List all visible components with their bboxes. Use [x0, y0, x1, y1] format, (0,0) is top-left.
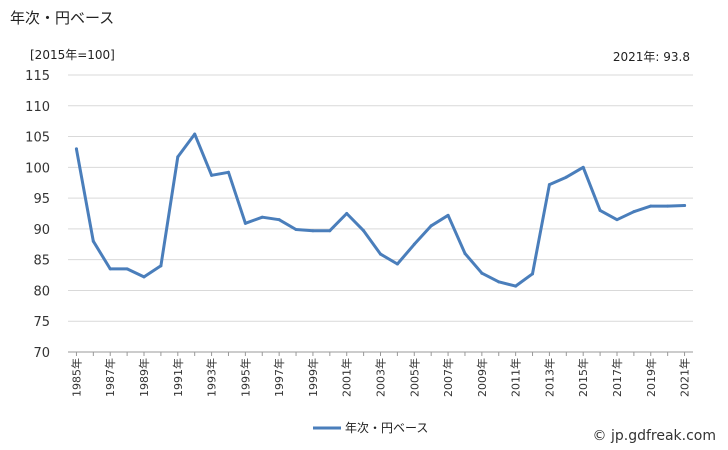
x-tick-label: 1999年 [306, 358, 320, 397]
data-point [260, 215, 264, 219]
x-tick-label: 1995年 [238, 358, 252, 397]
data-point [446, 213, 450, 217]
x-tick-label: 1993年 [205, 358, 219, 397]
x-axis: 1985年 1987年 1989年 1991年 1993年 1995年 1997年 1999年… [68, 351, 693, 397]
y-tick-label: 75 [33, 315, 50, 330]
x-tick-label: 2009年 [475, 358, 489, 397]
x-tick-label: 1985年 [69, 358, 83, 397]
data-point [311, 229, 315, 233]
data-point [429, 224, 433, 228]
latest-value-annotation: 2021年: 93.8 [612, 50, 690, 64]
data-point [226, 170, 230, 174]
y-tick-label: 70 [33, 346, 50, 361]
data-point [108, 267, 112, 271]
y-tick-label: 80 [33, 284, 50, 299]
x-tick-label: 2001年 [340, 358, 354, 397]
data-point [243, 221, 247, 225]
data-point [379, 252, 382, 256]
data-point [412, 242, 416, 246]
y-tick-label: 105 [25, 131, 50, 146]
data-point [632, 210, 636, 214]
data-point [666, 204, 670, 208]
x-tick-label: 1989年 [137, 358, 151, 397]
data-point [345, 212, 349, 215]
x-tick-label: 2003年 [374, 358, 388, 397]
data-point [193, 132, 197, 136]
y-axis-ticks: 70 75 80 85 90 95 100 105 110 115 [25, 69, 50, 361]
grid-lines [68, 74, 693, 353]
x-tick-label: 2015年 [576, 358, 590, 397]
x-tick-label: 2017年 [610, 358, 624, 397]
source-credit: © jp.gdfreak.com [592, 428, 716, 444]
data-point [395, 262, 399, 266]
series-layer [74, 132, 687, 288]
y-tick-label: 115 [25, 69, 50, 84]
data-point [142, 275, 146, 279]
x-tick-label: 1991年 [171, 358, 185, 397]
data-point [598, 208, 602, 212]
data-point [277, 218, 281, 222]
data-point [362, 229, 366, 233]
data-point [328, 229, 332, 233]
chart-title: 年次・円ベース [10, 9, 115, 27]
x-tick-label: 2021年 [678, 358, 692, 397]
x-tick-label: 2013年 [542, 358, 556, 397]
data-point [210, 173, 214, 177]
x-tick-label: 1997年 [272, 358, 286, 397]
y-tick-label: 100 [25, 161, 50, 176]
x-tick-label: 2007年 [441, 358, 455, 397]
data-point [91, 239, 95, 243]
data-point [125, 267, 129, 271]
data-point [615, 218, 619, 222]
data-point [531, 272, 535, 276]
data-point [74, 147, 78, 151]
data-point [497, 280, 501, 284]
legend: 年次・円ベース [313, 421, 428, 435]
data-point [480, 271, 484, 275]
data-point [649, 204, 653, 208]
data-point [683, 203, 687, 207]
data-point [547, 183, 551, 187]
data-point [159, 264, 163, 268]
data-point [581, 165, 585, 169]
x-tick-label: 2019年 [644, 358, 658, 397]
data-point [294, 228, 298, 232]
data-point [176, 155, 180, 159]
y-tick-label: 95 [33, 192, 50, 207]
x-tick-label: 1987年 [103, 358, 117, 397]
y-tick-label: 90 [33, 223, 50, 238]
data-point [564, 175, 568, 179]
y-tick-label: 85 [33, 254, 50, 269]
y-tick-label: 110 [25, 100, 50, 115]
data-point [463, 252, 467, 256]
series-line [74, 132, 687, 288]
unit-label: [2015年=100] [30, 48, 115, 62]
x-tick-label: 2011年 [509, 358, 523, 397]
data-point [514, 284, 518, 288]
x-tick-label: 2005年 [407, 358, 421, 397]
legend-label: 年次・円ベース [345, 421, 428, 435]
